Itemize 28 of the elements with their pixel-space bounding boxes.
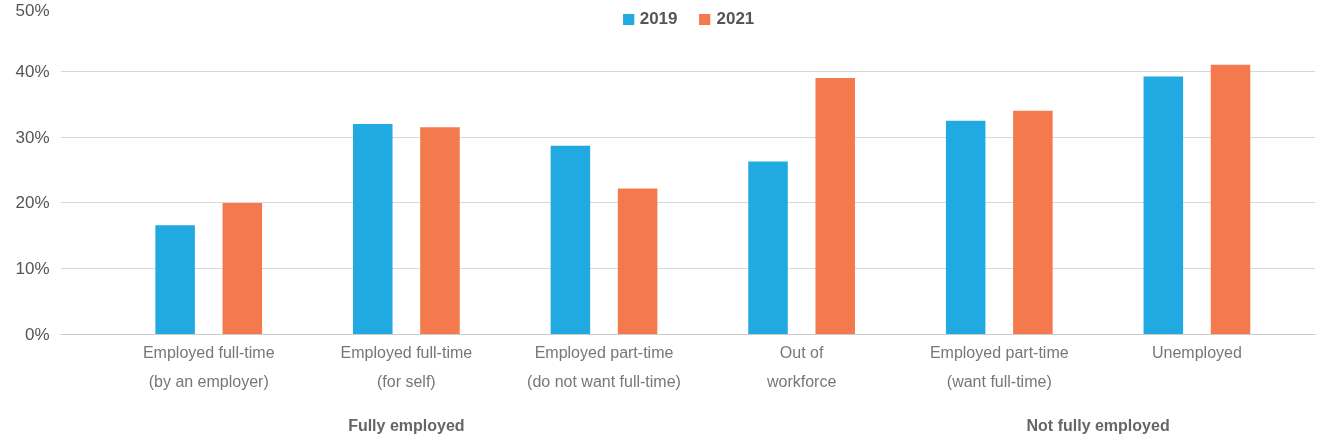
y-tick-label: 50% — [15, 0, 50, 20]
bar — [748, 161, 788, 335]
bar — [1143, 76, 1184, 335]
category-label: Out of workforce — [766, 343, 837, 390]
legend-label: 2021 — [716, 9, 755, 29]
bar — [550, 145, 591, 335]
category-label: Employed part-time (do not want full-time) — [527, 343, 681, 390]
x-tick-label: Unemployed — [1152, 343, 1242, 361]
bar — [1013, 110, 1053, 335]
bar — [1210, 64, 1251, 335]
y-tick-label: 0% — [24, 325, 50, 344]
legend-label: 2019 — [639, 9, 678, 29]
bar — [945, 120, 986, 335]
y-tick-label: 40% — [15, 61, 50, 81]
y-tick-label: 30% — [15, 127, 50, 147]
bar — [420, 127, 460, 335]
bar — [222, 202, 263, 335]
category-label: Employed full-time (by an employer) — [142, 343, 275, 390]
bar — [617, 188, 658, 335]
y-tick-label: 10% — [15, 259, 50, 279]
text: Fully employed — [348, 416, 465, 434]
category-label: Employed full-time (for self) — [340, 343, 473, 390]
text: Not fully employed — [1026, 416, 1170, 434]
category-label: Employed part-time (want full-time) — [929, 343, 1069, 390]
bar — [353, 123, 393, 335]
y-tick-label: 20% — [15, 193, 50, 213]
bar — [815, 77, 855, 335]
bar — [155, 225, 195, 335]
